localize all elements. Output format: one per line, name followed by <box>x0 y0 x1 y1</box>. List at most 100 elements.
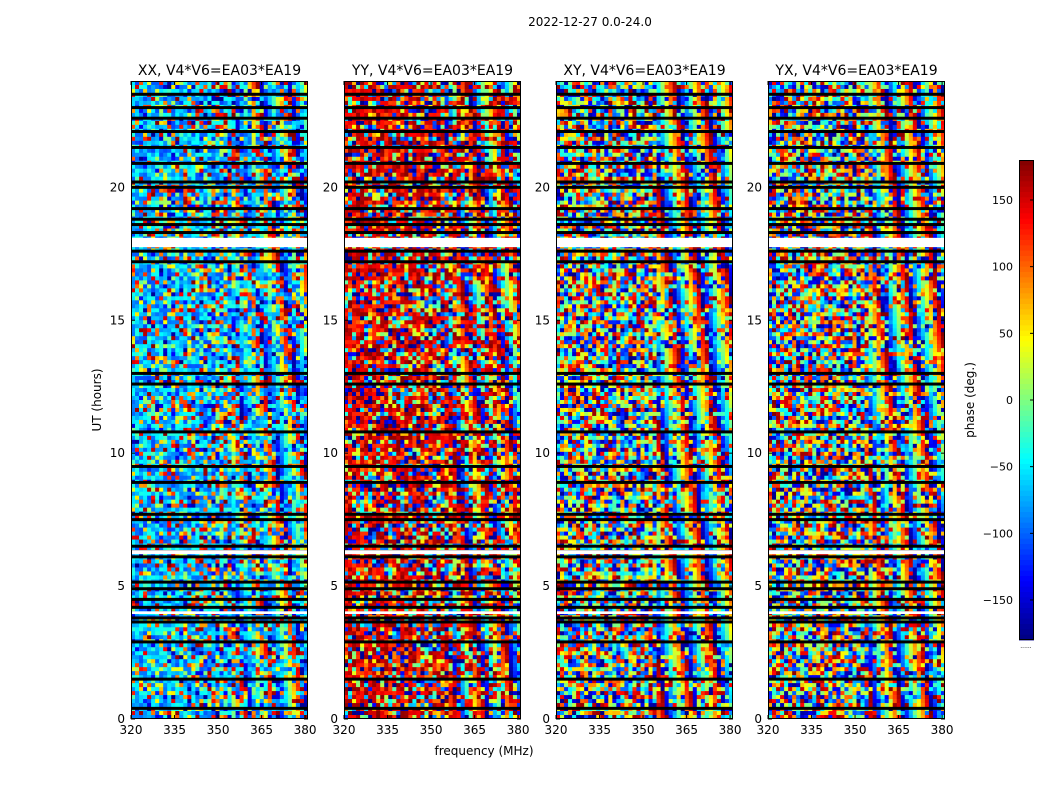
heatmap-cell <box>263 176 269 182</box>
heatmap-cell <box>187 340 192 345</box>
heatmap-cell <box>203 388 208 393</box>
heatmap-cell <box>167 324 172 329</box>
heatmap-cell <box>251 252 257 257</box>
heatmap-cell <box>135 531 140 536</box>
heatmap-cell <box>279 459 285 465</box>
heatmap-cell <box>283 519 289 524</box>
heatmap-cell <box>243 156 249 162</box>
heatmap-cell <box>159 200 164 205</box>
heatmap-cell <box>235 212 240 217</box>
heatmap-cell <box>267 400 273 405</box>
heatmap-cell <box>175 196 180 201</box>
heatmap-cell <box>251 328 257 333</box>
heatmap-cell <box>267 284 273 289</box>
heatmap-cell <box>131 140 136 146</box>
heatmap-cell <box>235 388 240 393</box>
heatmap-cell <box>155 360 160 365</box>
heatmap-cell <box>251 100 257 106</box>
heatmap-cell <box>247 507 253 512</box>
heatmap-cell <box>227 360 232 365</box>
heatmap-cell <box>295 252 301 257</box>
heatmap-cell <box>183 388 188 393</box>
heatmap-cell <box>255 120 261 126</box>
heatmap-cell <box>191 308 196 313</box>
heatmap-cell <box>159 376 164 381</box>
heatmap-cell <box>235 208 240 213</box>
heatmap-cell <box>271 264 277 269</box>
heatmap-cell <box>251 212 257 217</box>
heatmap-cell <box>231 519 236 524</box>
heatmap-cell <box>231 124 236 130</box>
heatmap-cell <box>223 256 228 261</box>
heatmap-cell <box>199 320 204 325</box>
heatmap-cell <box>259 220 265 225</box>
heatmap-cell <box>239 415 244 421</box>
heatmap-cell <box>131 423 136 429</box>
heatmap-cell <box>283 272 289 277</box>
heatmap-cell <box>139 384 144 389</box>
heatmap-cell <box>143 252 148 257</box>
heatmap-cell <box>263 467 269 473</box>
heatmap-cell <box>171 296 176 301</box>
heatmap-cell <box>195 188 200 193</box>
heatmap-cell <box>223 419 228 425</box>
heatmap-cell <box>303 503 308 509</box>
heatmap-cell <box>163 403 168 409</box>
heatmap-cell <box>219 491 224 497</box>
heatmap-cell <box>295 475 301 481</box>
heatmap-cell <box>231 340 236 345</box>
heatmap-cell <box>235 156 240 162</box>
heatmap-cell <box>271 156 277 162</box>
heatmap-cell <box>219 324 224 329</box>
heatmap-cell <box>131 156 136 162</box>
heatmap-cell <box>219 499 224 505</box>
heatmap-cell <box>179 156 184 162</box>
heatmap-cell <box>227 200 232 205</box>
heatmap-cell <box>195 84 200 90</box>
heatmap-cell <box>239 491 244 497</box>
heatmap-cell <box>155 396 160 401</box>
heatmap-cell <box>303 300 308 305</box>
heatmap-cell <box>295 88 301 94</box>
heatmap-cell <box>159 208 164 213</box>
heatmap-cell <box>271 320 277 325</box>
heatmap-cell <box>303 84 308 90</box>
heatmap-cell <box>211 455 216 461</box>
heatmap-cell <box>155 523 160 528</box>
heatmap-cell <box>187 400 192 405</box>
heatmap-cell <box>287 132 293 138</box>
heatmap-cell <box>239 364 244 369</box>
heatmap-cell <box>171 120 176 126</box>
heatmap-cell <box>191 156 196 162</box>
heatmap-cell <box>299 380 305 385</box>
heatmap-cell <box>287 380 293 385</box>
heatmap-cell <box>195 308 200 313</box>
heatmap-cell <box>143 256 148 261</box>
heatmap-cell <box>203 81 208 86</box>
heatmap-cell <box>139 423 144 429</box>
heatmap-cell <box>167 388 172 393</box>
heatmap-cell <box>131 81 136 86</box>
heatmap-cell <box>195 88 200 94</box>
heatmap-cell <box>163 268 168 273</box>
heatmap-cell <box>275 284 281 289</box>
heatmap-cell <box>215 392 220 397</box>
heatmap-cell <box>287 88 293 94</box>
heatmap-cell <box>171 523 176 528</box>
heatmap-cell <box>263 523 269 528</box>
heatmap-cell <box>191 140 196 146</box>
heatmap-cell <box>195 96 200 102</box>
heatmap-cell <box>295 356 301 361</box>
heatmap-cell <box>167 407 172 413</box>
heatmap-cell <box>235 284 240 289</box>
heatmap-cell <box>131 272 136 277</box>
heatmap-cell <box>247 208 253 213</box>
heatmap-cell <box>151 403 156 409</box>
heatmap-cell <box>155 499 160 505</box>
heatmap-cell <box>295 427 301 433</box>
heatmap-cell <box>303 164 308 170</box>
heatmap-cell <box>135 356 140 361</box>
heatmap-cell <box>223 124 228 130</box>
heatmap-cell <box>275 100 281 106</box>
heatmap-cell <box>271 328 277 333</box>
